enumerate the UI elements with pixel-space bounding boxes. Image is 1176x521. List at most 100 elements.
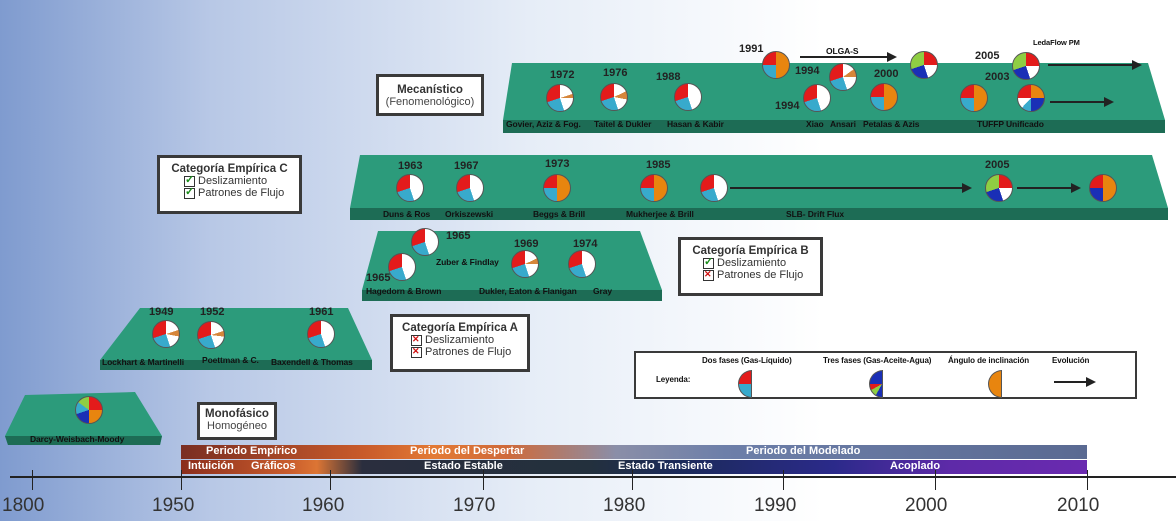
year-label: 2005 — [985, 159, 1010, 171]
cross-icon — [411, 334, 422, 346]
check-icon — [703, 255, 714, 269]
pie-icon — [511, 250, 539, 278]
pie-icon — [640, 174, 668, 202]
evolution-arrow — [1017, 183, 1081, 193]
pie-icon — [75, 396, 103, 424]
pie-icon — [829, 63, 857, 91]
year-label: 1965 — [366, 272, 391, 284]
timeline-axis — [10, 476, 1176, 478]
slip-item: Deslizamiento — [703, 255, 816, 269]
model-label: Gray — [593, 286, 612, 296]
axis-label: 1950 — [152, 495, 195, 516]
pie-icon — [910, 51, 938, 79]
pie-icon — [543, 174, 571, 202]
axis-label: 2000 — [905, 495, 948, 516]
pie-icon — [388, 253, 416, 281]
slip-item: Deslizamiento — [184, 173, 295, 187]
box-empirical-c: Categoría Empírica C Deslizamiento Patro… — [157, 155, 302, 214]
evolution-arrow — [800, 53, 897, 61]
pattern-item: Patrones de Flujo — [184, 185, 295, 199]
box-mecanistico: Mecanístico (Fenomenológico) — [376, 74, 484, 116]
legend-three-phase: Tres fases (Gas-Aceite-Agua) — [823, 356, 932, 365]
pie-icon — [1017, 84, 1045, 112]
legend-box: Leyenda: Dos fases (Gas-Líquido) Tres fa… — [634, 351, 1137, 399]
legend-title: Leyenda: — [656, 375, 691, 384]
model-label: Baxendell & Thomas — [271, 357, 353, 367]
box-subtitle: Homogéneo — [207, 420, 267, 432]
year-label: 1988 — [656, 71, 681, 83]
year-label: 1967 — [454, 160, 479, 172]
pie-icon — [1012, 52, 1040, 80]
year-label: 2005 — [975, 50, 1000, 62]
model-label: LedaFlow PM — [1033, 38, 1080, 47]
year-label: 1961 — [309, 306, 334, 318]
legend-two-phase: Dos fases (Gas-Líquido) — [702, 356, 792, 365]
item-label: Deslizamiento — [425, 334, 495, 346]
pie-icon — [307, 320, 335, 348]
item-label: Deslizamiento — [198, 175, 268, 187]
axis-tick — [632, 470, 633, 490]
band-label: Acoplado — [890, 460, 941, 472]
evolution-arrow — [1048, 60, 1142, 70]
pie-icon — [870, 83, 898, 111]
legend-arrow — [1054, 378, 1096, 386]
model-label: Zuber & Findlay — [436, 257, 499, 267]
pie-icon — [1089, 174, 1117, 202]
box-empirical-b: Categoría Empírica B Deslizamiento Patro… — [678, 237, 823, 296]
item-label: Deslizamiento — [717, 257, 787, 269]
band-label: Estado Transiente — [618, 460, 713, 472]
box-monofasico: Monofásico Homogéneo — [197, 402, 277, 440]
year-label: 1985 — [646, 159, 671, 171]
legend-angle: Ángulo de inclinación — [948, 356, 1030, 365]
model-label: Lockhart & Martinelli — [102, 357, 184, 367]
axis-tick — [181, 470, 182, 490]
legend-evolution: Evolución — [1052, 356, 1090, 365]
axis-tick — [32, 470, 33, 490]
year-label: 1965 — [446, 230, 471, 242]
pie-icon — [411, 228, 439, 256]
model-label: OLGA-S — [826, 46, 859, 56]
model-label: Xiao — [806, 119, 824, 129]
pie-icon — [700, 174, 728, 202]
evolution-arrow — [730, 183, 972, 193]
pie-icon — [568, 250, 596, 278]
pie-icon — [197, 321, 225, 349]
model-label: Govier, Aziz & Fog. — [506, 119, 581, 129]
band-top — [181, 445, 1087, 459]
half-pie-angle-icon — [988, 370, 1002, 398]
item-label: Patrones de Flujo — [717, 269, 804, 281]
cross-icon — [411, 346, 422, 358]
model-label: Dukler, Eaton & Flanigan — [479, 286, 577, 296]
year-label: 1973 — [545, 158, 570, 170]
year-label: 1974 — [573, 238, 598, 250]
box-title: Mecanístico — [397, 84, 463, 96]
pie-icon — [985, 174, 1013, 202]
model-label: Poettman & C. — [202, 355, 259, 365]
year-label: 1972 — [550, 69, 575, 81]
axis-label: 1980 — [603, 495, 646, 516]
axis-tick — [483, 470, 484, 490]
pie-icon — [456, 174, 484, 202]
year-label: 1991 — [739, 43, 764, 55]
item-label: Patrones de Flujo — [198, 187, 285, 199]
model-label: Orkiszewski — [445, 209, 494, 219]
band-label: Intuición — [188, 460, 234, 472]
pie-icon — [960, 84, 988, 112]
year-label: 1994 — [775, 100, 800, 112]
axis-tick — [783, 470, 784, 490]
band-bottom — [181, 460, 1087, 474]
year-label: 1994 — [795, 65, 820, 77]
evolution-arrow — [1050, 97, 1114, 107]
model-label: Petalas & Azis — [863, 119, 920, 129]
pie-icon — [803, 84, 831, 112]
year-label: 2000 — [874, 68, 899, 80]
box-title: Categoría Empírica C — [171, 163, 288, 175]
axis-label: 1990 — [754, 495, 797, 516]
model-label: Ansari — [830, 119, 856, 129]
year-label: 1969 — [514, 238, 539, 250]
axis-label: 2010 — [1057, 495, 1100, 516]
item-label: Patrones de Flujo — [425, 346, 512, 358]
pattern-item: Patrones de Flujo — [411, 346, 523, 358]
box-empirical-a: Categoría Empírica A Deslizamiento Patro… — [390, 314, 530, 372]
year-label: 2003 — [985, 71, 1010, 83]
